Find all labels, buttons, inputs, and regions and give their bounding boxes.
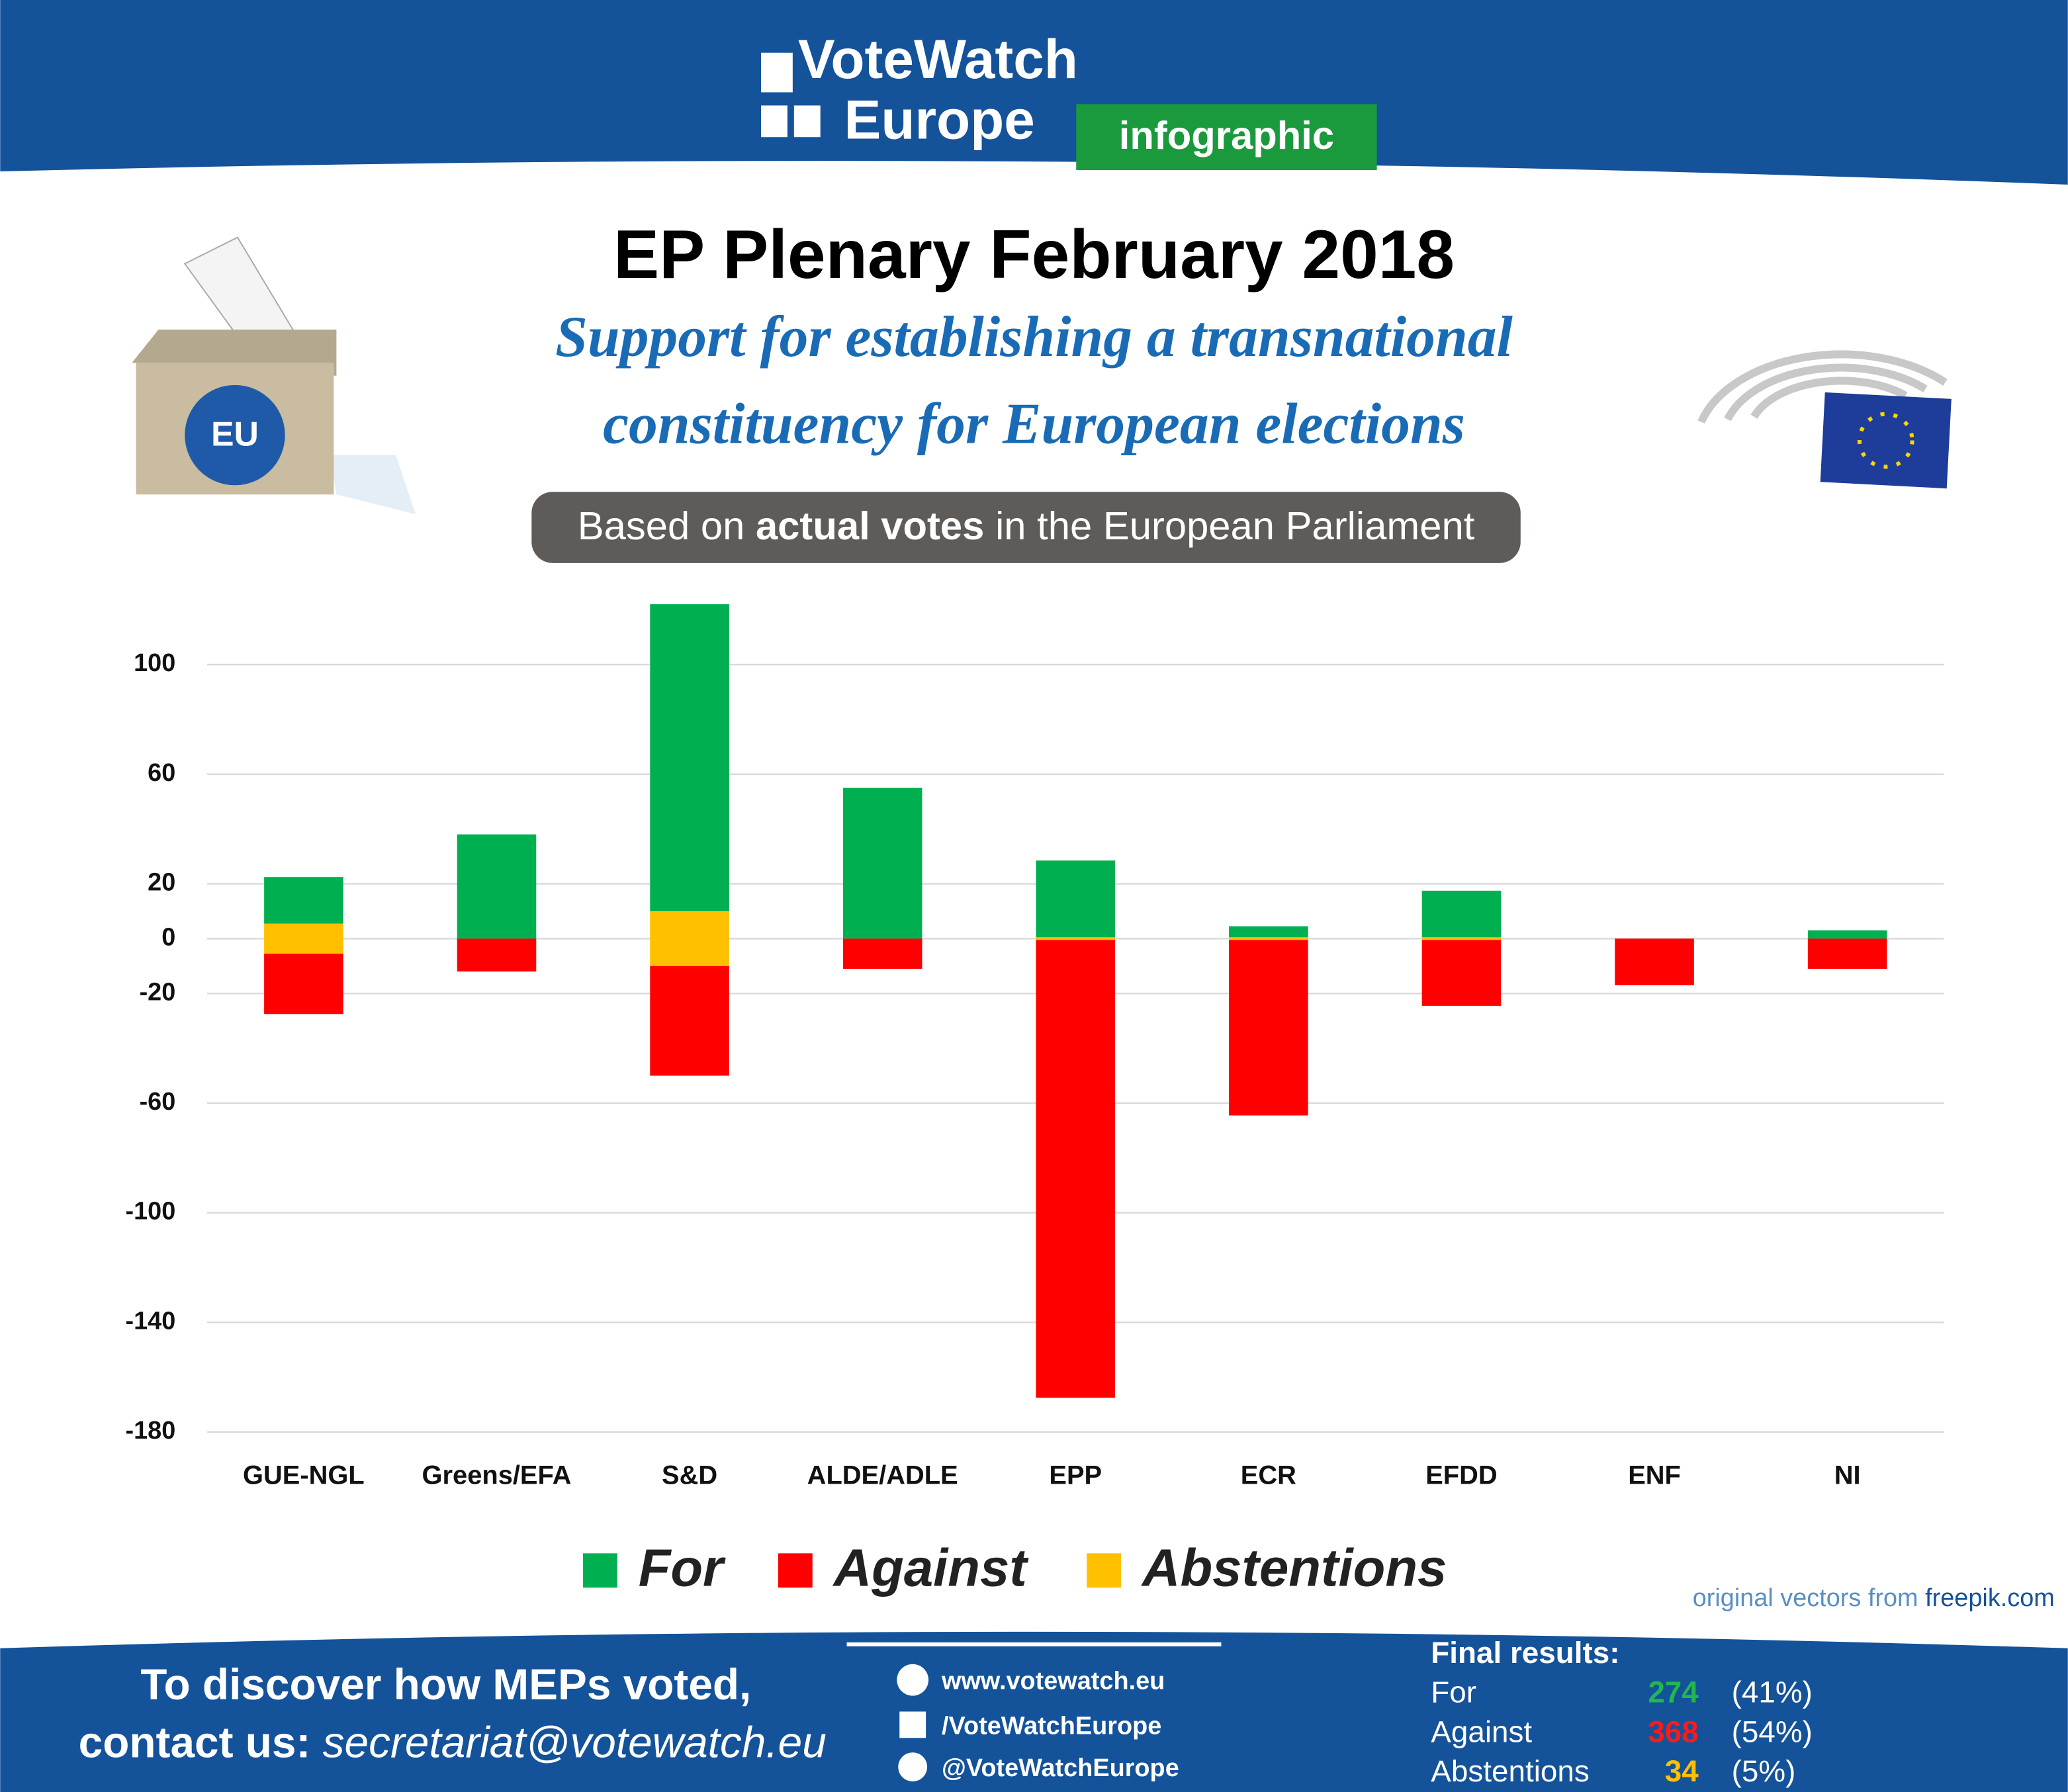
x-tick-label: EFDD — [1425, 1460, 1497, 1490]
x-tick-label: S&D — [662, 1460, 717, 1490]
bar-segment — [1807, 938, 1887, 969]
note: Based on actual votes in the European Pa… — [578, 504, 1475, 548]
badge-text: infographic — [1119, 113, 1334, 157]
result-value: 368 — [1648, 1715, 1698, 1748]
note-pill — [531, 492, 1521, 563]
logo-text: VoteWatch — [798, 28, 1078, 90]
ballot-box-icon: EU — [132, 236, 416, 515]
credit: original vectors from freepik.com — [1693, 1584, 2055, 1612]
y-tick-label: -60 — [140, 1088, 176, 1116]
chart-title: EP Plenary February 2018 — [613, 216, 1455, 292]
footer-text: contact us: secretariat@votewatch.eu — [79, 1718, 827, 1767]
y-tick-label: -20 — [140, 978, 176, 1006]
bar-segment — [1615, 938, 1694, 985]
y-tick-label: -100 — [126, 1198, 176, 1226]
bar-segment — [1229, 940, 1308, 1116]
plot: 100 60 20 0 -20 -60 -100 -140 -180 GUE-NGL Greens/… — [126, 604, 1944, 1490]
result-label: Against — [1431, 1715, 1532, 1748]
y-tick-label: 100 — [134, 649, 175, 677]
footer-contact: contact us: — [79, 1718, 311, 1767]
result-value: 34 — [1665, 1754, 1699, 1788]
bar-segment — [650, 911, 729, 966]
svg-text:EU: EU — [211, 414, 259, 453]
bar-segment — [264, 954, 343, 1014]
credit-link: freepik.com — [1925, 1584, 2055, 1612]
x-tick-label: GUE-NGL — [243, 1460, 365, 1490]
legend-swatch — [778, 1553, 813, 1588]
note-part: actual votes — [756, 504, 984, 548]
note-part: Based on — [578, 504, 745, 548]
legend-label: Against — [832, 1538, 1030, 1597]
footer-email: secretariat@votewatch.eu — [323, 1718, 827, 1767]
bar-segment — [650, 604, 729, 912]
bar-segment — [1036, 940, 1116, 1398]
legend-label: Abstentions — [1141, 1538, 1447, 1597]
x-tick-label: Greens/EFA — [422, 1460, 572, 1490]
footer-band — [0, 1631, 2068, 1792]
badge — [1076, 104, 1377, 171]
y-tick-label: -180 — [126, 1417, 176, 1445]
header-band — [0, 0, 2068, 185]
bar-segment — [1036, 860, 1116, 938]
logo-text: Europe — [844, 88, 1035, 150]
x-tick-label: NI — [1834, 1460, 1861, 1490]
results: For 274 (41%) Against 368 (54%) Abstentions 34 (… — [1431, 1676, 1813, 1789]
result-value: 274 — [1648, 1676, 1699, 1709]
bar-segment — [1229, 926, 1308, 938]
y-tick-label: 20 — [148, 869, 175, 897]
legend: For Against Abstentions — [583, 1538, 1447, 1597]
bar-segment — [650, 965, 729, 1076]
footer-link[interactable]: /VoteWatchEurope — [942, 1712, 1161, 1740]
legend-swatch — [583, 1553, 617, 1588]
y-tick-label: 0 — [161, 923, 175, 951]
result-pct: (41%) — [1732, 1676, 1813, 1709]
credit-text: original vectors from — [1693, 1584, 1918, 1612]
footer-text: To discover how MEPs voted, — [140, 1660, 751, 1709]
bar-segment — [842, 787, 922, 939]
x-tick-label: ENF — [1628, 1460, 1681, 1490]
footer-link[interactable]: @VoteWatchEurope — [942, 1754, 1179, 1782]
bar-segment — [1807, 930, 1887, 939]
facebook-icon — [899, 1711, 926, 1738]
x-tick-label: EPP — [1049, 1460, 1102, 1490]
logo-icon — [761, 52, 821, 138]
x-tick-label: ECR — [1241, 1460, 1296, 1490]
bar-segment — [457, 938, 537, 972]
bar-segment — [264, 877, 343, 924]
twitter-icon — [898, 1752, 928, 1782]
y-tick-label: 60 — [148, 759, 175, 787]
chart-subtitle: Support for establishing a transnational — [555, 304, 1513, 369]
legend-label: For — [639, 1538, 726, 1597]
footer-link[interactable]: www.votewatch.eu — [941, 1668, 1165, 1695]
result-pct: (54%) — [1732, 1715, 1813, 1748]
web-icon — [897, 1664, 929, 1696]
bar-segment — [1036, 937, 1116, 940]
bar-segment — [1421, 890, 1502, 938]
parliament-icon — [1697, 350, 1952, 489]
legend-swatch — [1087, 1553, 1122, 1588]
bar-segment — [457, 834, 537, 939]
bar-segment — [1421, 937, 1502, 940]
note-part: in the European Parliament — [995, 504, 1475, 548]
x-tick-label: ALDE/ADLE — [807, 1460, 958, 1490]
chart-subtitle: constituency for European elections — [603, 392, 1465, 456]
results-title: Final results: — [1431, 1636, 1619, 1670]
bar-segment — [1421, 940, 1502, 1006]
result-label: Abstentions — [1431, 1754, 1589, 1788]
result-pct: (5%) — [1732, 1754, 1796, 1788]
bar-segment — [842, 938, 922, 969]
result-label: For — [1431, 1676, 1476, 1709]
bar-segment — [1229, 937, 1308, 940]
bar-segment — [264, 923, 343, 954]
y-tick-label: -140 — [126, 1307, 176, 1335]
